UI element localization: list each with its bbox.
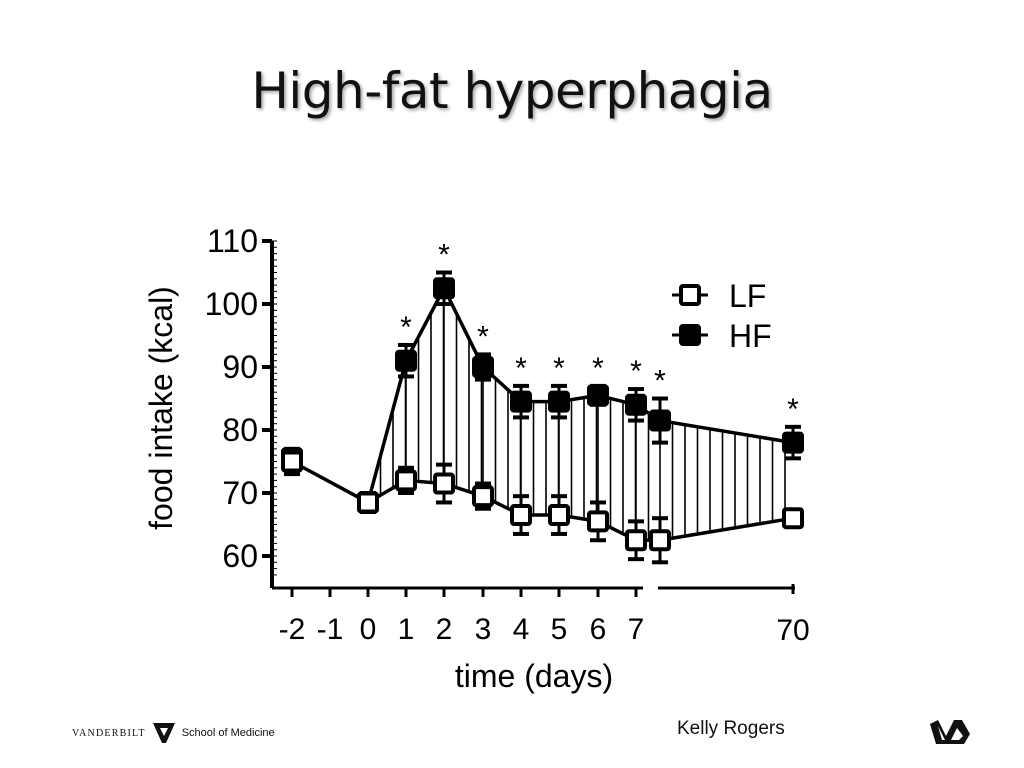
svg-text:*: *: [477, 320, 489, 353]
svg-text:60: 60: [222, 538, 258, 574]
chart-labels: 60 70 80 90 100 110 -2 -1 0 1 2 3 4 5 6 7 70 time (days) f…: [143, 223, 810, 694]
svg-text:7: 7: [628, 613, 645, 646]
food-intake-chart: 60 70 80 90 100 110 -2 -1 0 1 2 3 4 5 6 7 70 time (days) f…: [143, 223, 810, 694]
svg-text:0: 0: [360, 613, 377, 646]
slide-title: High-fat hyperphagia: [251, 62, 773, 120]
svg-text:90: 90: [222, 349, 258, 385]
difference-hatching: [379, 288, 786, 541]
svg-text:6: 6: [590, 613, 607, 646]
vanderbilt-wordmark: VANDERBILT: [72, 727, 146, 739]
chart-legend: LF HF: [672, 278, 772, 354]
svg-text:*: *: [438, 239, 450, 272]
svg-text:-1: -1: [317, 613, 344, 646]
chart-series: [281, 270, 804, 565]
vanderbilt-v-icon: [152, 723, 175, 743]
svg-text:3: 3: [475, 613, 492, 646]
svg-text:80: 80: [222, 412, 258, 448]
svg-text:*: *: [654, 365, 666, 398]
svg-text:time (days): time (days): [455, 658, 613, 694]
svg-text:*: *: [400, 311, 412, 344]
svg-text:LF: LF: [729, 278, 766, 314]
svg-text:*: *: [515, 352, 527, 385]
va-logo-icon: [930, 720, 970, 744]
svg-text:110: 110: [207, 223, 258, 259]
svg-text:*: *: [787, 393, 799, 426]
svg-text:*: *: [553, 352, 565, 385]
svg-text:2: 2: [436, 613, 453, 646]
svg-text:food intake (kcal): food intake (kcal): [143, 286, 179, 530]
author-name: Kelly Rogers: [677, 718, 785, 739]
svg-text:100: 100: [205, 286, 258, 322]
svg-text:*: *: [630, 355, 642, 388]
svg-text:70: 70: [776, 614, 809, 647]
school-of-medicine-label: School of Medicine: [181, 727, 275, 739]
svg-text:4: 4: [513, 613, 530, 646]
chart-axes: [262, 239, 795, 597]
svg-text:-2: -2: [279, 613, 306, 646]
svg-text:5: 5: [551, 613, 568, 646]
svg-text:*: *: [592, 352, 604, 385]
svg-text:1: 1: [398, 613, 415, 646]
vanderbilt-logo: VANDERBILT School of Medicine: [72, 722, 275, 744]
svg-text:70: 70: [222, 475, 258, 511]
svg-text:HF: HF: [729, 318, 772, 354]
